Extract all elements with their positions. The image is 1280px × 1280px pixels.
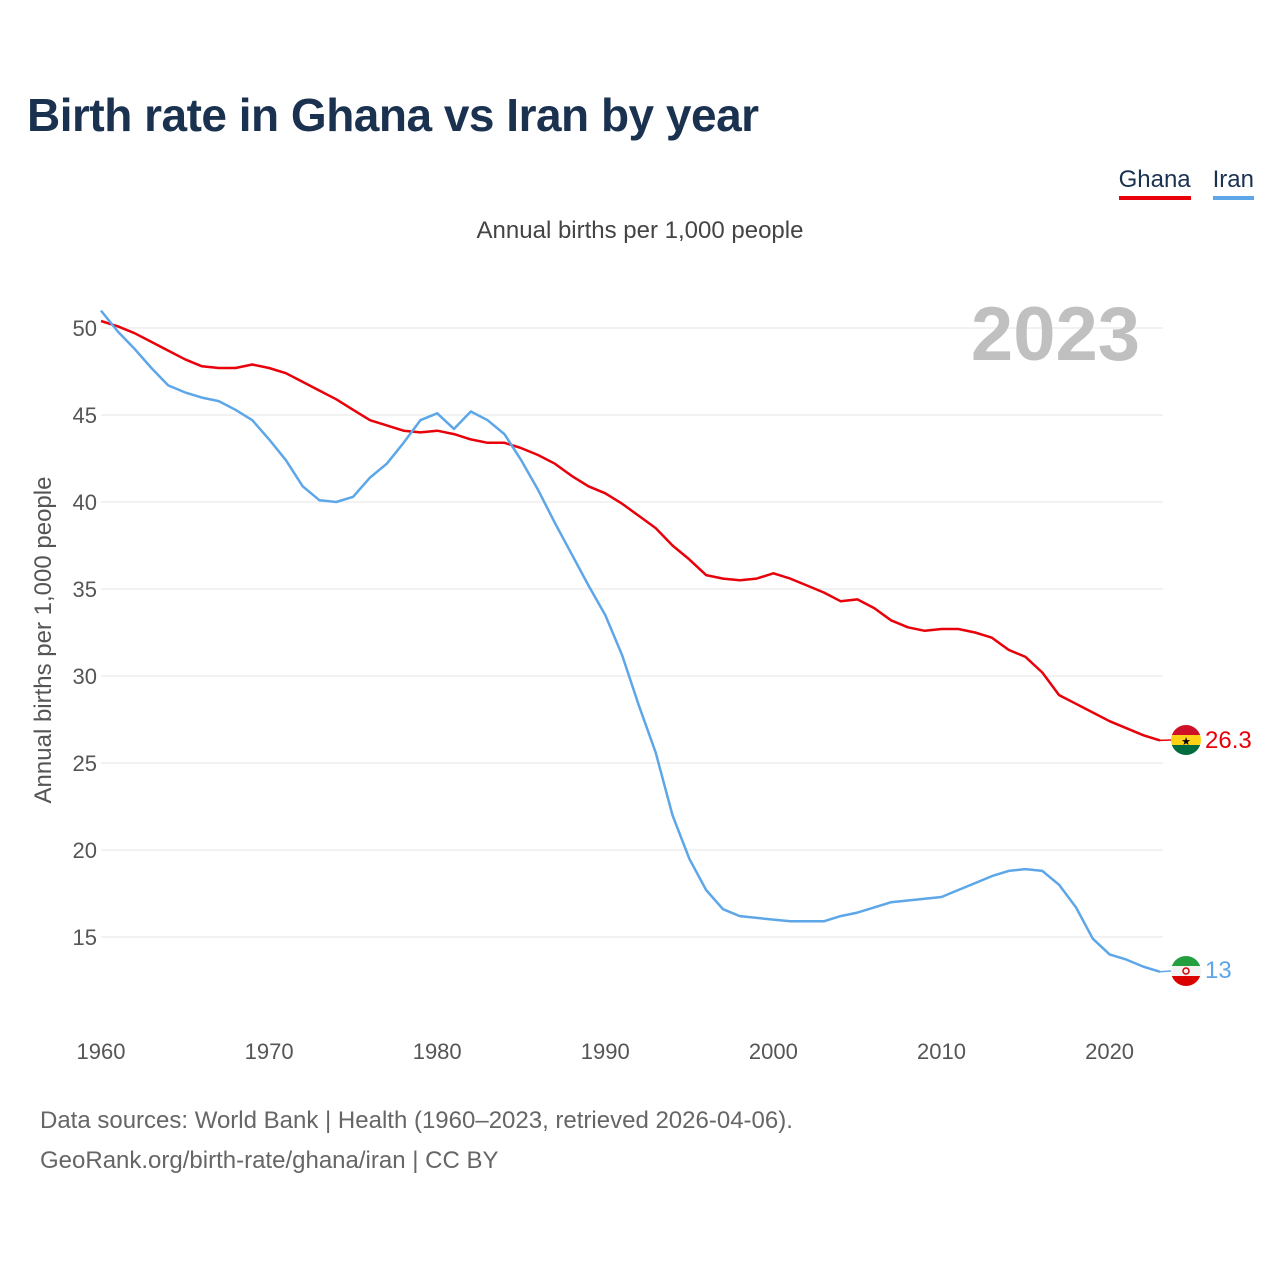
- y-tick-label: 30: [73, 664, 97, 689]
- x-tick-label: 2000: [749, 1039, 798, 1064]
- series-line-iran: [100, 309, 1161, 973]
- x-axis-ticks: 1960 1970 1980 1990 2000 2010 2020: [77, 1039, 1135, 1064]
- gridlines: [101, 327, 1163, 938]
- x-tick-label: 1960: [77, 1039, 126, 1064]
- legend: Ghana Iran: [1118, 166, 1254, 200]
- chart-title: Birth rate in Ghana vs Iran by year: [27, 89, 759, 141]
- y-tick-label: 40: [73, 490, 97, 515]
- chart-subtitle: Annual births per 1,000 people: [476, 217, 804, 244]
- y-tick-label: 45: [73, 403, 97, 428]
- legend-iran[interactable]: Iran: [1212, 166, 1254, 200]
- y-tick-label: 20: [73, 838, 97, 863]
- iran-flag-icon: [1171, 956, 1201, 986]
- x-tick-label: 1970: [245, 1039, 294, 1064]
- y-tick-label: 35: [73, 577, 97, 602]
- y-axis-ticks: 15 20 25 30 35 40 45 50: [73, 316, 97, 950]
- svg-text:★: ★: [1181, 735, 1191, 748]
- y-tick-label: 50: [73, 316, 97, 341]
- current-year-label: 2023: [971, 292, 1140, 377]
- legend-ghana[interactable]: Ghana: [1118, 166, 1191, 200]
- x-tick-label: 2020: [1085, 1039, 1134, 1064]
- y-tick-label: 15: [73, 925, 97, 950]
- x-tick-label: 1980: [413, 1039, 462, 1064]
- end-value-ghana: 26.3: [1205, 727, 1252, 754]
- x-tick-label: 2010: [917, 1039, 966, 1064]
- footer-sources: Data sources: World Bank | Health (1960–…: [40, 1107, 793, 1134]
- end-value-iran: 13: [1205, 957, 1232, 984]
- series-line-ghana: [100, 319, 1161, 742]
- footer-link[interactable]: GeoRank.org/birth-rate/ghana/iran | CC B…: [40, 1147, 499, 1174]
- y-tick-label: 25: [73, 751, 97, 776]
- x-tick-label: 1990: [581, 1039, 630, 1064]
- leader-iran: [1159, 970, 1172, 973]
- ghana-flag-icon: ★: [1171, 725, 1201, 755]
- y-axis-label: Annual births per 1,000 people: [30, 477, 57, 804]
